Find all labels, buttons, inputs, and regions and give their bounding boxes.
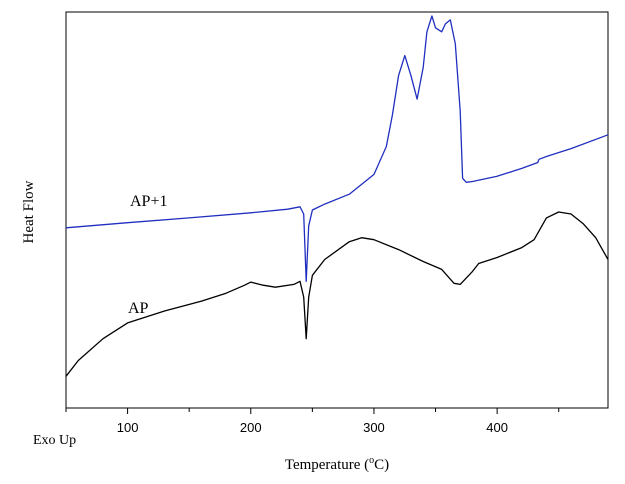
y-axis-label: Heat Flow [21,180,37,243]
x-axis-label-unit: C) [374,457,389,473]
x-axis-label: Temperature (oC) [285,455,389,473]
series-line-ap-1 [65,15,609,282]
series-label-ap-1: AP+1 [130,193,167,210]
x-tick-label: 200 [240,420,262,435]
x-tick-label: 400 [486,420,508,435]
x-axis-ticks [65,408,560,414]
series-label-ap: AP [128,300,149,317]
x-axis-tick-labels: 100 200 300 400 [117,420,508,435]
series-line-ap [65,211,609,377]
x-axis-label-main: Temperature ( [285,457,369,473]
x-tick-label: 100 [117,420,139,435]
x-axis-label-sup: o [369,455,374,466]
series-lines [65,15,609,377]
plot-frame [65,11,609,409]
corner-note: Exo Up [33,433,76,448]
x-tick-label: 300 [363,420,385,435]
series-labels: AP+1 AP [128,193,167,317]
